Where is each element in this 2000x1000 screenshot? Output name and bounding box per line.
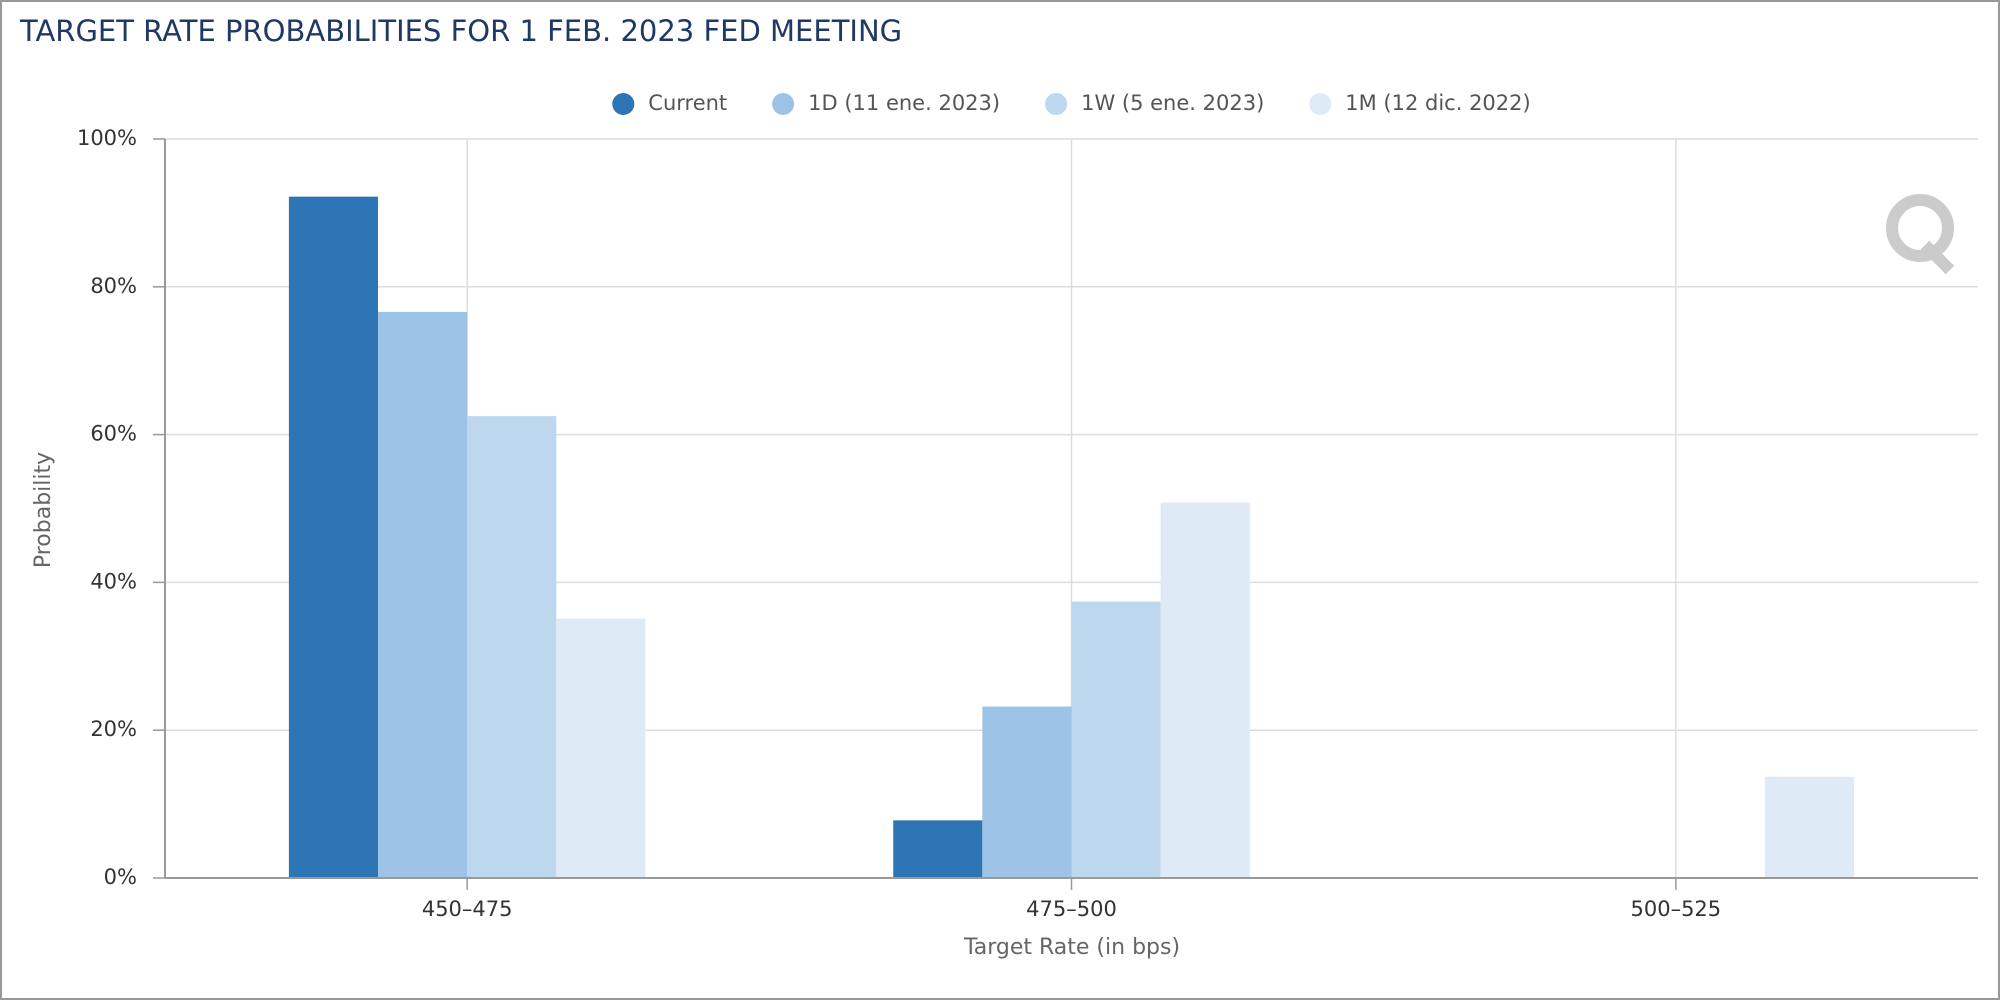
y-tick-label: 60% — [90, 422, 137, 446]
y-tick-label: 0% — [104, 865, 137, 889]
x-tick-label: 450–475 — [422, 897, 513, 921]
legend-marker — [1309, 93, 1332, 115]
legend-marker — [612, 93, 635, 115]
bar — [288, 196, 379, 879]
logo-ring — [1886, 194, 1954, 262]
bar — [982, 706, 1072, 878]
logo-tail — [1920, 240, 1955, 275]
y-tick-label: 40% — [90, 569, 137, 593]
y-tick-label: 20% — [90, 717, 137, 741]
y-tick-label: 80% — [90, 274, 137, 298]
bar — [467, 416, 557, 878]
x-tick-label: 475–500 — [1026, 897, 1117, 921]
chart-title: TARGET RATE PROBABILITIES FOR 1 FEB. 202… — [19, 14, 902, 48]
bar — [378, 311, 468, 878]
bar — [893, 820, 983, 878]
legend-label: Current — [648, 91, 727, 115]
legend-label: 1W (5 ene. 2023) — [1081, 91, 1264, 115]
bar — [556, 618, 646, 878]
legend-label: 1D (11 ene. 2023) — [808, 91, 1000, 115]
x-tick-label: 500–525 — [1630, 897, 1721, 921]
legend-label: 1M (12 dic. 2022) — [1345, 91, 1530, 115]
bar — [1160, 502, 1250, 878]
bar — [1071, 601, 1161, 878]
legend-marker — [772, 93, 795, 115]
y-tick-label: 100% — [77, 126, 137, 150]
bar — [1764, 776, 1855, 878]
watermark — [1886, 194, 1955, 275]
x-axis-label: Target Rate (in bps) — [963, 935, 1180, 960]
legend-marker — [1045, 93, 1068, 115]
y-axis-label: Probability — [31, 452, 56, 568]
